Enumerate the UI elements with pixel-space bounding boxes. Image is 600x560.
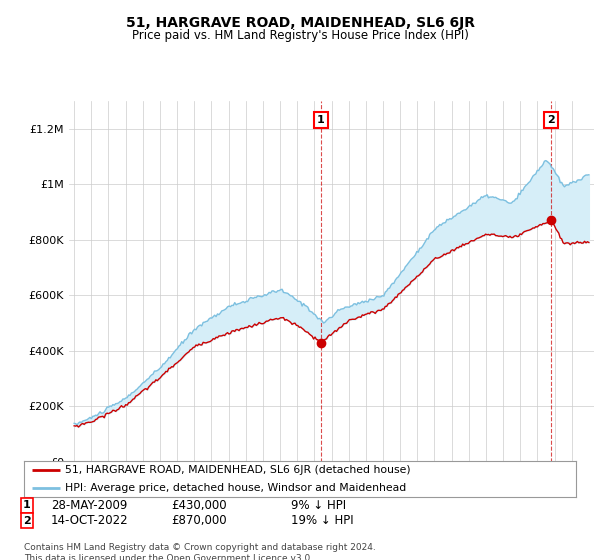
Text: £870,000: £870,000 xyxy=(171,514,227,528)
Text: Contains HM Land Registry data © Crown copyright and database right 2024.
This d: Contains HM Land Registry data © Crown c… xyxy=(24,543,376,560)
Text: 19% ↓ HPI: 19% ↓ HPI xyxy=(291,514,353,528)
Text: 1: 1 xyxy=(23,500,31,510)
Text: Price paid vs. HM Land Registry's House Price Index (HPI): Price paid vs. HM Land Registry's House … xyxy=(131,29,469,42)
Text: HPI: Average price, detached house, Windsor and Maidenhead: HPI: Average price, detached house, Wind… xyxy=(65,483,407,493)
Text: 28-MAY-2009: 28-MAY-2009 xyxy=(51,498,127,512)
Text: 9% ↓ HPI: 9% ↓ HPI xyxy=(291,498,346,512)
Text: 1: 1 xyxy=(317,115,325,125)
Text: 14-OCT-2022: 14-OCT-2022 xyxy=(51,514,128,528)
Text: 51, HARGRAVE ROAD, MAIDENHEAD, SL6 6JR: 51, HARGRAVE ROAD, MAIDENHEAD, SL6 6JR xyxy=(125,16,475,30)
Text: 2: 2 xyxy=(23,516,31,526)
Text: £430,000: £430,000 xyxy=(171,498,227,512)
Text: 2: 2 xyxy=(547,115,555,125)
Text: 51, HARGRAVE ROAD, MAIDENHEAD, SL6 6JR (detached house): 51, HARGRAVE ROAD, MAIDENHEAD, SL6 6JR (… xyxy=(65,465,411,475)
